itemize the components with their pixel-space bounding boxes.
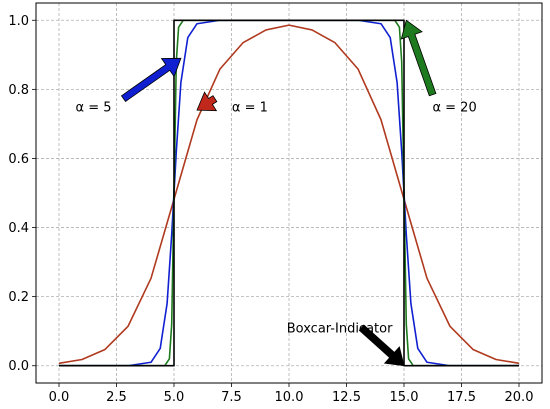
annotation-arrow	[120, 57, 182, 103]
x-tick-label: 12.5	[332, 390, 361, 405]
y-tick-label: 0.8	[8, 83, 29, 98]
y-tick-label: 0.4	[8, 221, 29, 236]
x-tick-label: 15.0	[390, 390, 419, 405]
y-tick-label: 0.6	[8, 152, 29, 167]
x-tick-label: 5.0	[164, 390, 185, 405]
x-tick-label: 17.5	[447, 390, 476, 405]
annotation-label: α = 1	[232, 101, 268, 116]
annotation-arrow	[358, 324, 405, 367]
annotation-label: α = 5	[76, 101, 112, 116]
series-layer	[58, 19, 520, 367]
annotation-boxcar: Boxcar-Indicator	[287, 322, 405, 367]
x-tick-label: 20.0	[505, 390, 534, 405]
y-tick-label: 0.2	[8, 290, 29, 305]
annotation-arrow	[400, 19, 437, 97]
x-tick-label: 0.0	[49, 390, 70, 405]
y-tick-label: 0.0	[8, 359, 29, 374]
annotation-alpha-20: α = 20	[400, 19, 477, 116]
y-tick-label: 1.0	[8, 14, 29, 29]
annotation-alpha-1: α = 1	[196, 91, 268, 116]
tick-layer: 0.0 2.5 5.0 7.5 10.0 12.5 15.0 17.5 20.0 0.0 0.2 0.…	[8, 14, 533, 405]
x-tick-label: 7.5	[221, 390, 242, 405]
series-line-alpha-1	[58, 24, 520, 365]
annotation-arrow	[196, 91, 218, 112]
x-tick-label: 2.5	[106, 390, 127, 405]
annotation-label: Boxcar-Indicator	[287, 322, 393, 337]
series-line-boxcar	[59, 19, 519, 367]
x-tick-label: 10.0	[275, 390, 304, 405]
annotation-alpha-5: α = 5	[76, 57, 182, 116]
annotation-label: α = 20	[432, 101, 476, 116]
annotation-layer: α = 5 α = 1 α = 20 Boxcar-Indicator	[76, 19, 477, 367]
